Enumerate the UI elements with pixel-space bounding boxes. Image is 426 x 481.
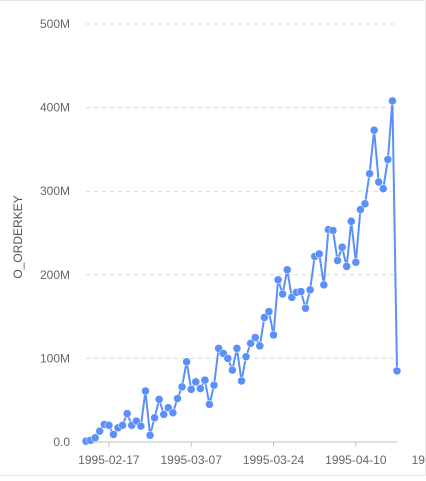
series-line [85, 99, 398, 443]
data-point[interactable] [191, 377, 201, 387]
data-point[interactable] [223, 354, 233, 363]
x-tick-label: 1995-03-07 [160, 453, 222, 467]
data-point[interactable] [177, 382, 187, 392]
data-point[interactable] [369, 125, 379, 135]
data-point[interactable] [273, 275, 283, 285]
data-point[interactable] [360, 199, 370, 208]
y-tick-label: 0.0 [53, 435, 70, 449]
data-point[interactable] [154, 395, 164, 404]
data-point[interactable] [337, 242, 347, 252]
x-tick-label: 1995-04-10 [325, 453, 387, 467]
data-point[interactable] [356, 205, 365, 214]
y-tick-label: 200M [40, 268, 70, 282]
data-point[interactable] [104, 421, 114, 430]
data-point[interactable] [347, 217, 356, 226]
data-point[interactable] [90, 433, 100, 443]
data-point[interactable] [136, 421, 146, 431]
data-point[interactable] [333, 256, 342, 265]
data-point[interactable] [296, 287, 306, 296]
data-point[interactable] [237, 376, 246, 386]
data-point[interactable] [150, 413, 159, 423]
data-point[interactable] [379, 184, 388, 193]
data-point[interactable] [141, 386, 150, 396]
data-point[interactable] [301, 303, 310, 313]
data-point[interactable] [168, 408, 178, 417]
data-point[interactable] [145, 431, 155, 440]
data-point[interactable] [351, 258, 361, 267]
data-point[interactable] [250, 333, 260, 342]
x-tick-label: 1995-02-17 [78, 453, 140, 467]
x-tick-label: 1995-04 [412, 453, 426, 467]
axis-layer: 0.0 100M 200M 300M 400M 500M 1995-02-17 1995-03… [40, 17, 426, 467]
data-point[interactable] [319, 280, 329, 290]
data-point[interactable] [205, 400, 214, 409]
data-point[interactable] [200, 375, 210, 385]
data-point[interactable] [282, 265, 292, 275]
data-point[interactable] [173, 394, 182, 403]
data-point[interactable] [342, 262, 351, 271]
data-point[interactable] [118, 421, 127, 430]
data-point[interactable] [315, 249, 324, 259]
data-point[interactable] [186, 385, 196, 394]
data-point[interactable] [232, 344, 242, 353]
data-point[interactable] [246, 339, 255, 348]
series-layer [81, 96, 402, 446]
data-point[interactable] [392, 366, 402, 376]
data-point[interactable] [209, 380, 219, 390]
data-point[interactable] [374, 177, 383, 187]
y-tick-label: 400M [40, 101, 70, 115]
y-axis-label: O_ORDERKEY [11, 195, 25, 278]
y-tick-label: 500M [40, 17, 70, 31]
data-point[interactable] [122, 409, 132, 418]
data-point[interactable] [260, 313, 269, 322]
data-point[interactable] [196, 384, 205, 393]
grid-layer [86, 23, 397, 359]
data-point[interactable] [241, 352, 251, 361]
data-point[interactable] [95, 426, 104, 436]
data-point[interactable] [159, 410, 168, 419]
data-point[interactable] [264, 307, 274, 316]
data-point[interactable] [305, 285, 315, 295]
data-point[interactable] [383, 155, 393, 164]
data-point[interactable] [109, 430, 118, 439]
frame-top-border [0, 0, 426, 1]
data-point[interactable] [365, 169, 374, 178]
data-point[interactable] [328, 226, 338, 235]
y-tick-label: 300M [40, 184, 70, 198]
x-tick-label: 1995-03-24 [243, 453, 305, 467]
data-point[interactable] [269, 330, 278, 340]
data-point[interactable] [228, 365, 237, 375]
data-point[interactable] [278, 289, 287, 299]
y-tick-label: 100M [40, 351, 70, 365]
data-point[interactable] [388, 96, 397, 106]
data-point[interactable] [255, 341, 265, 351]
data-point[interactable] [182, 357, 191, 366]
